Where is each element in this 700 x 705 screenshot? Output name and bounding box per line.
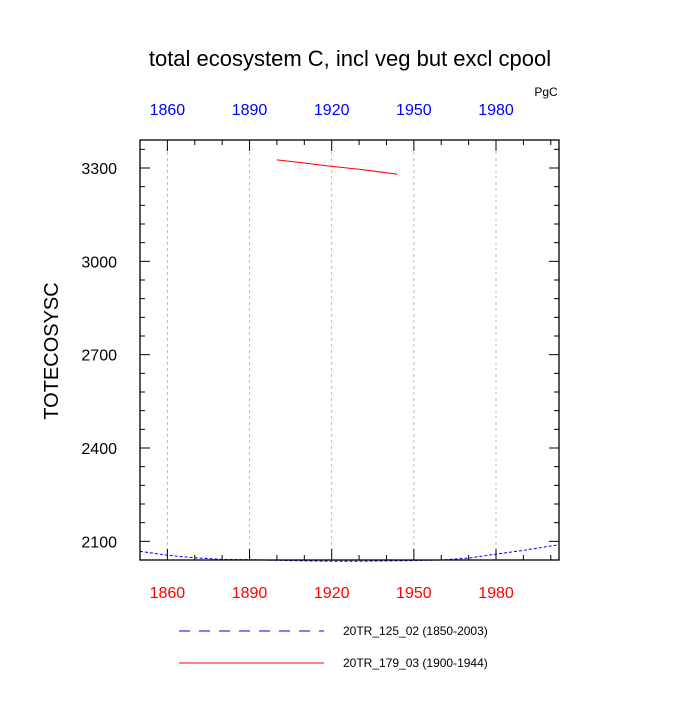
legend-layer: 20TR_125_02 (1850-2003) 20TR_179_03 (1900…: [179, 624, 488, 670]
axis-layer: 1860 1860 1890 1890 1920 1920 1950 1950 1980 1980…: [81, 102, 559, 602]
grid-layer: [166, 140, 497, 560]
y-tick-label: 2100: [81, 534, 117, 551]
y-tick-label: 2700: [81, 348, 117, 365]
series-line-2: [276, 159, 398, 175]
series-line-1: [139, 544, 560, 562]
y-axis-label: TOTECOSYSC: [41, 282, 63, 419]
x-tick-label-bottom: 1950: [396, 585, 432, 602]
y-tick-label: 3000: [81, 254, 117, 271]
x-tick-label-bottom: 1920: [314, 585, 350, 602]
x-tick-label-top: 1860: [150, 102, 186, 119]
y-tick-label: 2400: [81, 441, 117, 458]
legend-label-1: 20TR_125_02 (1850-2003): [343, 624, 488, 638]
plot-frame: [139, 139, 560, 561]
x-tick-label-top: 1950: [396, 102, 432, 119]
x-tick-label-top: 1920: [314, 102, 350, 119]
series-layer: [139, 159, 560, 562]
units-label: PgC: [534, 85, 558, 99]
x-tick-label-bottom: 1860: [150, 585, 186, 602]
chart-title: total ecosystem C, incl veg but excl cpo…: [149, 46, 551, 71]
x-tick-label-top: 1980: [478, 102, 514, 119]
legend-label-2: 20TR_179_03 (1900-1944): [343, 656, 488, 670]
x-tick-label-bottom: 1890: [232, 585, 268, 602]
x-tick-label-top: 1890: [232, 102, 268, 119]
y-tick-label: 3300: [81, 161, 117, 178]
x-tick-label-bottom: 1980: [478, 585, 514, 602]
